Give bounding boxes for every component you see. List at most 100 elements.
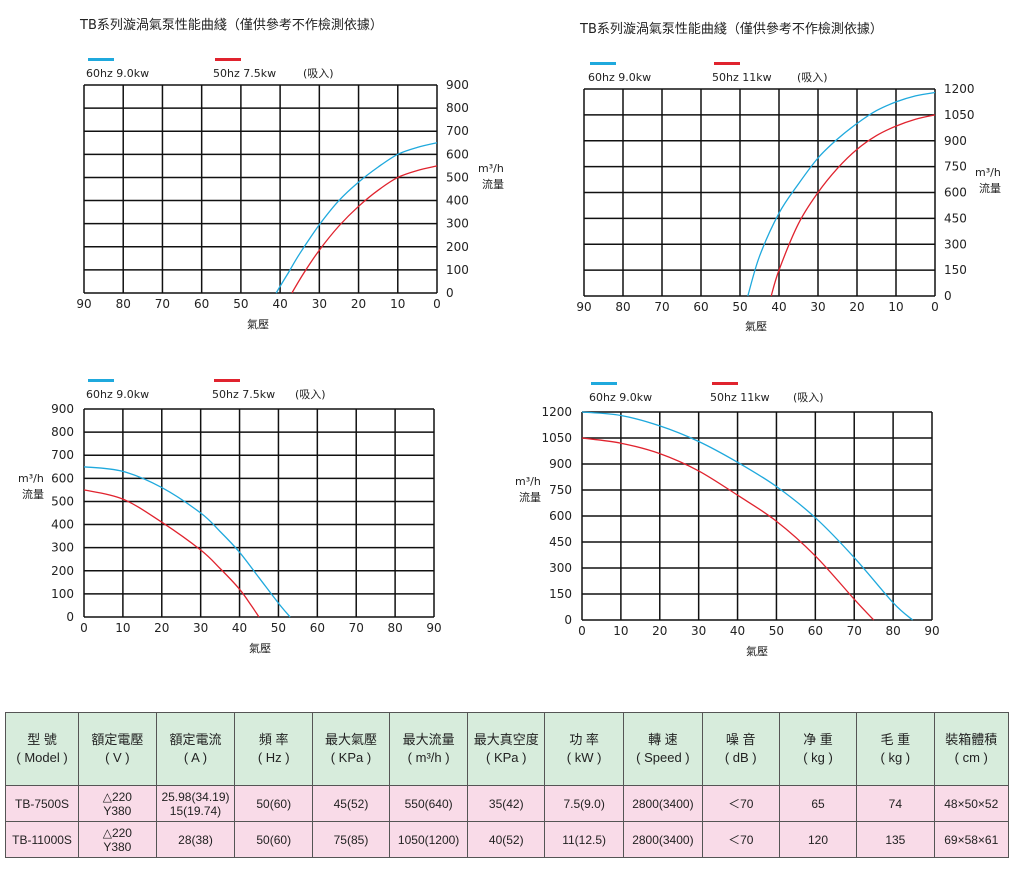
x-tick-label: 30 [810,300,825,314]
y-axis-unit: m³/h [18,472,44,485]
table-cell: TB-7500S [4,785,80,822]
x-axis-label: 氣壓 [745,319,767,333]
legend-label: 60hz 9.0kw [86,67,149,80]
y-tick-label: 450 [944,211,967,225]
cell-text: 7.5(9.0) [563,796,605,811]
header-text: 净 重 [803,732,833,747]
cell-text: Y380 [103,839,132,854]
table-cell: 50(60) [234,785,314,822]
header-text: ( A ) [183,750,208,765]
table-cell: 1050(1200) [388,821,469,858]
y-axis-label: 流量 [519,490,541,504]
y-tick-label: 500 [446,170,469,184]
chart-1: 60hz 9.0kw 50hz 7.5kw (吸入) 90 80 70 60 50 40 30 20… [76,58,504,331]
table-cell: 40(52) [467,821,546,858]
table-cell: 550(640) [388,785,469,822]
header-text: ( Hz ) [257,750,290,765]
x-tick-label: 0 [433,297,441,311]
x-tick-label: 20 [849,300,864,314]
y-tick-label: 200 [446,240,469,254]
y-tick-label: 400 [51,518,74,532]
y-tick-label: 0 [446,286,454,300]
y-axis-label: 流量 [482,177,504,191]
table-row: TB-7500S △220 Y380 25.98(34.19) 15(19.74) 50(… [4,785,1009,822]
x-tick-label: 10 [613,624,628,638]
header-text: 型 號 [27,732,57,747]
table-cell: 74 [856,785,935,822]
y-tick-label: 1200 [944,82,975,96]
table-cell: △220 Y380 [78,821,157,858]
x-tick-label: 60 [310,621,325,635]
table-cell: ＜70 [701,821,780,858]
legend-label: 60hz 9.0kw [588,71,651,84]
header-text: ( Speed ) [636,750,690,765]
cell-text: △220 [102,789,132,804]
table-cell: △220 Y380 [78,785,157,822]
header-text: 毛 重 [880,732,911,747]
cell-text: 69×58×61 [944,832,999,847]
table-cell: 35(42) [467,785,546,822]
cell-text: 550(640) [404,796,453,811]
x-tick-label: 80 [885,624,900,638]
x-tick-label: 80 [387,621,402,635]
cell-text: 50(60) [256,832,292,847]
table-header-cell: 最大流量 ( m³/h ) [388,712,469,786]
series-line-60hz [83,466,291,618]
header-text: 額定電壓 [91,732,144,747]
table-cell: 135 [856,821,935,858]
y-axis-unit: m³/h [478,162,504,175]
x-axis-label: 氣壓 [249,641,271,655]
x-tick-label: 10 [115,621,130,635]
cell-text: 15(19.74) [169,803,222,818]
y-tick-label: 600 [944,186,967,200]
cell-text: 75(85) [333,832,369,847]
y-tick-label: 750 [944,160,967,174]
cell-text: 35(42) [488,796,524,811]
x-tick-label: 90 [426,621,441,635]
x-axis-label: 氣壓 [247,317,269,331]
x-tick-label: 40 [771,300,786,314]
table-cell: 120 [778,821,858,858]
y-tick-label: 100 [51,587,74,601]
legend-label: (吸入) [295,388,326,401]
chart-title-2: TB系列漩渦氣泵性能曲綫（僅供參考不作檢測依據） [580,22,883,37]
x-tick-label: 10 [390,297,405,311]
header-text: ( Model ) [16,750,68,765]
y-tick-label: 900 [446,78,469,92]
header-text: ( KPa ) [330,750,372,765]
table-header-cell: 額定電流 ( A ) [155,712,236,786]
legend-swatch-60hz [590,62,616,65]
header-text: 轉 速 [648,732,678,747]
header-text: ( dB ) [724,750,757,765]
y-tick-label: 0 [944,289,952,303]
x-tick-label: 30 [691,624,706,638]
x-tick-label: 80 [116,297,131,311]
cell-text: △220 [102,825,132,840]
table-header-cell: 額定電壓 ( V ) [78,712,157,786]
y-tick-label: 200 [51,564,74,578]
table-cell: 2800(3400) [623,785,703,822]
cell-text: 48×50×52 [944,796,999,811]
x-tick-label: 50 [769,624,784,638]
chart-title-1: TB系列漩渦氣泵性能曲綫（僅供參考不作檢測依據） [80,18,383,33]
table-header-cell: 最大真空度 ( KPa ) [467,712,546,786]
x-tick-label: 50 [233,297,248,311]
cell-text: 28(38) [178,832,213,847]
y-tick-label: 150 [944,263,967,277]
y-tick-label: 900 [51,402,74,416]
table-header-cell: 型 號 ( Model ) [4,712,80,786]
header-text: ( kg ) [880,750,911,765]
y-tick-label: 900 [549,457,572,471]
x-tick-label: 70 [349,621,364,635]
cell-text: ＜70 [728,832,754,847]
table-header-cell: 轉 速 ( Speed ) [623,712,703,786]
y-tick-label: 800 [51,425,74,439]
y-tick-label: 1050 [541,431,572,445]
table-row: TB-11000S △220 Y380 28(38) 50(60) 75(85) 1050(… [4,821,1009,858]
y-tick-label: 300 [944,237,967,251]
table-header-cell: 净 重 ( kg ) [778,712,858,786]
x-tick-label: 30 [312,297,327,311]
cell-text: 135 [885,832,906,847]
cell-text: 40(52) [488,832,524,847]
table-cell: 48×50×52 [933,785,1009,822]
